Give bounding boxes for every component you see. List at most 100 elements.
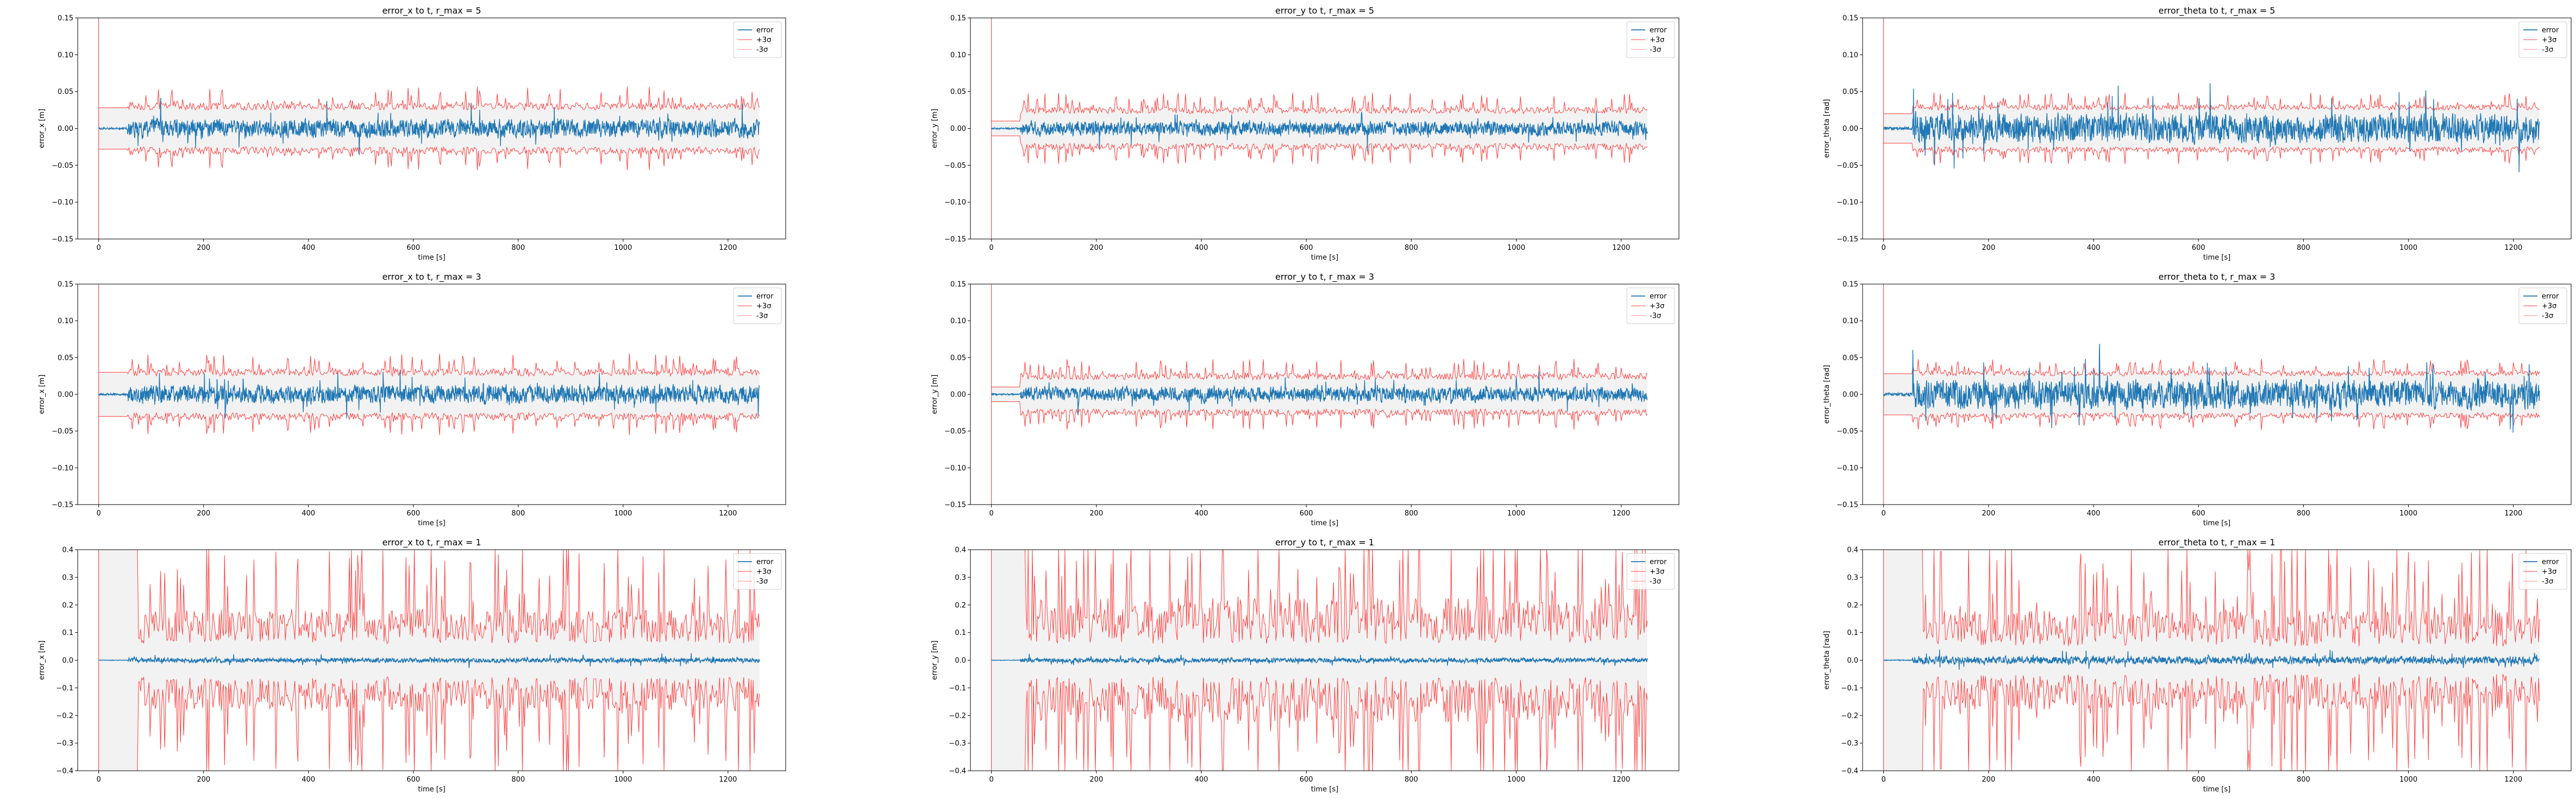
y-tick-label: 0.1 [1847,629,1858,637]
legend-label: error [1650,558,1667,567]
plot-area [1883,18,2540,239]
x-tick-label: 800 [511,244,525,252]
legend-label: error [2542,558,2559,567]
plot-area [991,18,1648,239]
x-tick-label: 400 [1195,509,1208,518]
x-tick-label: 1200 [1612,776,1630,784]
y-tick-label: 0.10 [950,317,966,325]
y-tick-label: 0.00 [1842,391,1858,399]
legend-label: error [1650,293,1667,301]
y-tick-label: 0.00 [58,125,73,133]
x-tick-label: 600 [406,776,420,784]
legend: error+3σ-3σ [2518,21,2567,58]
y-tick-label: 0.00 [950,391,966,399]
series-error [1883,83,2540,173]
subplot-8: 0 200 400 600 800 1000 1200 −0.4 −0.3 −0.2 −0.1 0.0… [931,537,1679,794]
series-plus-3sigma [98,353,760,377]
y-tick-label: 0.10 [950,51,966,59]
y-tick-label: 0.3 [1847,574,1858,582]
series-error [98,653,760,668]
y-tick-label: −0.10 [52,199,73,207]
series-minus-3sigma [1883,412,2540,430]
legend-label: -3σ [756,312,768,320]
legend-label: -3σ [2542,312,2553,320]
x-tick-label: 400 [302,244,315,252]
y-tick-label: −0.10 [1837,199,1858,207]
y-tick-label: −0.1 [1841,684,1858,693]
y-tick-label: −0.05 [1837,427,1858,436]
chart-title: error_theta to t, r_max = 1 [2159,537,2276,548]
legend-box [733,553,782,590]
x-tick-label: 400 [1195,244,1208,252]
y-tick-label: −0.10 [944,464,966,473]
legend: error+3σ-3σ [733,287,782,324]
y-axis-label: error_y [m] [931,640,939,680]
x-tick-label: 1000 [614,509,632,518]
subplot-7: 0 200 400 600 800 1000 1200 −0.4 −0.3 −0.2 −0.1 0.0… [38,537,786,794]
series-minus-3sigma [991,676,1648,771]
y-tick-label: 0.3 [62,574,73,582]
series-plus-3sigma [991,358,1648,387]
y-tick-label: 0.0 [955,657,966,665]
y-axis-label: error_x [m] [38,109,46,148]
legend: error+3σ-3σ [733,21,782,58]
y-tick-label: 0.10 [1842,51,1858,59]
chart-title: error_theta to t, r_max = 3 [2159,272,2276,282]
x-tick-label: 200 [1982,244,1995,252]
x-tick-label: 400 [2087,244,2101,252]
y-tick-label: −0.2 [56,712,73,720]
x-axis-label: time [s] [1311,254,1338,262]
legend: error+3σ-3σ [1626,21,1675,58]
series-plus-3sigma [98,550,760,644]
chart-title: error_y to t, r_max = 3 [1275,272,1374,282]
x-tick-label: 1200 [2504,509,2522,518]
x-tick-label: 1200 [719,244,737,252]
series-plus-3sigma [98,86,760,111]
chart-title: error_theta to t, r_max = 5 [2159,5,2276,16]
plot-area [1883,550,2540,771]
y-tick-label: 0.1 [62,629,73,637]
y-tick-label: 0.15 [1842,281,1858,289]
x-tick-label: 1200 [719,509,737,518]
x-tick-label: 800 [1405,244,1418,252]
legend-box [1626,21,1675,58]
legend: error+3σ -3σ [2518,553,2567,590]
legend-label: -3σ [2542,578,2553,586]
series-minus-3sigma [991,135,1648,165]
legend-label: +3σ [756,303,771,311]
x-tick-label: 200 [1089,244,1103,252]
x-tick-label: 200 [1089,509,1103,518]
series-minus-3sigma [991,401,1648,430]
x-tick-label: 800 [1405,509,1418,518]
y-tick-label: 0.05 [1842,88,1858,96]
x-tick-label: 0 [989,509,993,518]
chart-title: error_y to t, r_max = 5 [1275,5,1374,16]
y-tick-label: −0.10 [1837,464,1858,473]
x-tick-label: 200 [197,776,210,784]
x-axis-label: time [s] [2203,254,2230,262]
y-axis-label: error_theta [rad] [1823,365,1831,424]
legend-label: -3σ [1650,578,1661,586]
x-tick-label: 600 [2192,509,2205,518]
plot-area [1883,284,2540,505]
legend-label: +3σ [2542,303,2556,311]
y-tick-label: 0.05 [58,88,73,96]
y-tick-label: 0.1 [955,629,966,637]
legend-label: +3σ [2542,568,2556,576]
x-tick-label: 0 [1881,509,1885,518]
plot-area [991,284,1648,505]
chart-title: error_x to t, r_max = 1 [382,537,481,548]
x-tick-label: 0 [96,776,101,784]
series-minus-3sigma [98,412,760,436]
legend-label: +3σ [2542,36,2556,45]
y-tick-label: 0.4 [62,546,73,555]
y-tick-label: −0.2 [1841,712,1858,720]
series-minus-3sigma [98,676,760,771]
x-tick-label: 0 [1881,244,1885,252]
x-tick-label: 1200 [1612,244,1630,252]
legend-label: +3σ [1650,303,1664,311]
legend-label: +3σ [1650,36,1664,45]
y-axis-label: error_x [m] [38,375,46,414]
series-error [98,370,760,419]
x-tick-label: 400 [2087,776,2101,784]
